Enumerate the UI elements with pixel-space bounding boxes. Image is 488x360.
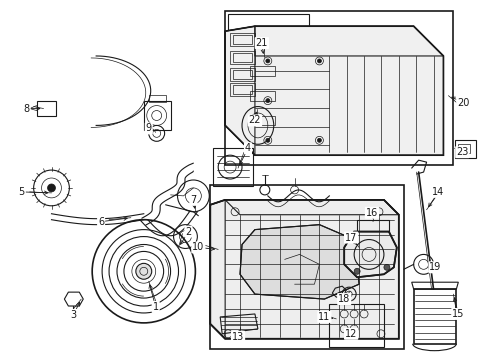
Text: 2: 2 <box>185 226 191 237</box>
Text: 11: 11 <box>318 312 330 322</box>
Circle shape <box>383 264 389 270</box>
Circle shape <box>47 184 55 192</box>
Polygon shape <box>344 231 396 277</box>
Bar <box>454 140 475 158</box>
Bar <box>249 116 274 125</box>
Text: 18: 18 <box>337 294 349 304</box>
Circle shape <box>136 264 151 279</box>
Polygon shape <box>224 26 443 155</box>
Bar <box>210 185 403 349</box>
Bar <box>233 53 251 62</box>
Bar <box>228 14 309 91</box>
Polygon shape <box>210 200 398 339</box>
Text: 9: 9 <box>145 123 151 134</box>
Bar <box>230 51 254 64</box>
Text: 14: 14 <box>431 187 444 197</box>
Text: 22: 22 <box>248 116 261 126</box>
Bar <box>224 11 452 165</box>
Bar <box>233 35 251 44</box>
Text: 15: 15 <box>451 309 464 319</box>
Text: 23: 23 <box>455 147 468 157</box>
Bar <box>37 100 56 116</box>
Bar <box>413 289 455 344</box>
Bar <box>148 95 165 102</box>
Text: 1: 1 <box>152 302 159 312</box>
Text: 12: 12 <box>344 329 357 339</box>
Polygon shape <box>240 225 358 299</box>
Text: 3: 3 <box>70 310 76 320</box>
Circle shape <box>265 99 269 103</box>
Bar <box>328 304 383 347</box>
Bar <box>213 148 252 186</box>
Circle shape <box>353 268 359 274</box>
Bar <box>230 68 254 81</box>
Bar <box>233 85 251 94</box>
Circle shape <box>265 138 269 142</box>
Bar <box>249 91 274 100</box>
Circle shape <box>317 59 321 63</box>
Circle shape <box>265 59 269 63</box>
Text: 19: 19 <box>428 262 441 272</box>
Text: 7: 7 <box>190 195 196 205</box>
Text: 17: 17 <box>344 233 357 243</box>
Text: 5: 5 <box>19 187 25 197</box>
Bar <box>143 100 170 130</box>
Bar <box>249 66 274 76</box>
Bar <box>230 33 254 46</box>
Text: 6: 6 <box>98 217 104 227</box>
Bar <box>233 70 251 79</box>
Text: 20: 20 <box>456 98 468 108</box>
Circle shape <box>350 237 356 243</box>
Circle shape <box>317 138 321 142</box>
Text: 21: 21 <box>255 38 267 48</box>
Bar <box>230 83 254 96</box>
Text: 8: 8 <box>23 104 30 113</box>
Text: 13: 13 <box>231 332 244 342</box>
Text: 16: 16 <box>365 208 377 218</box>
Text: 4: 4 <box>244 143 250 153</box>
Bar <box>457 144 469 153</box>
Text: 10: 10 <box>192 243 204 252</box>
